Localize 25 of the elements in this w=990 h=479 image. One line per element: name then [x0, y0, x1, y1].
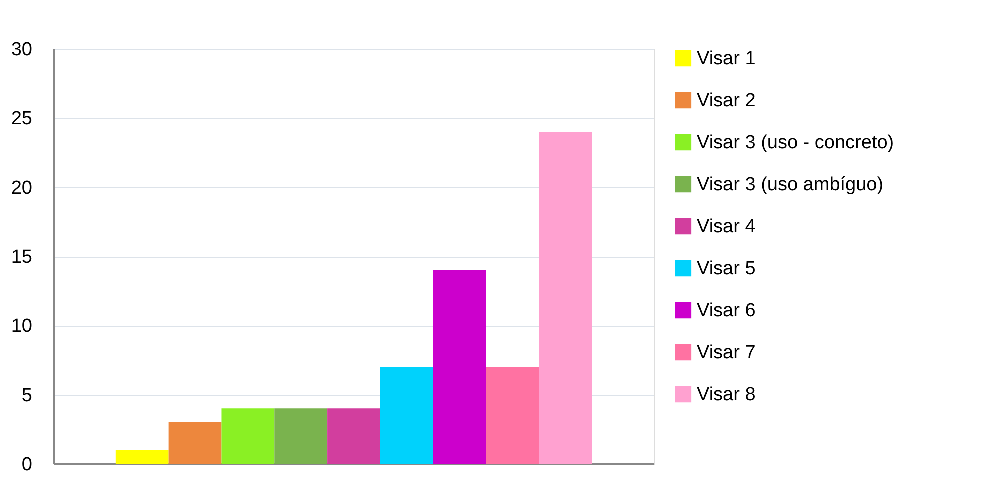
bar [222, 408, 275, 464]
y-tick-label: 25 [11, 108, 32, 130]
legend-label: Visar 4 [697, 216, 756, 238]
bar [539, 132, 592, 464]
y-tick-label: 30 [11, 40, 32, 60]
legend-label: Visar 7 [697, 342, 756, 364]
y-tick-label: 10 [11, 316, 32, 338]
y-tick-label: 0 [22, 454, 32, 476]
y-tick-label: 20 [11, 178, 32, 199]
legend-label: Visar 1 [697, 48, 756, 70]
bar [274, 408, 328, 464]
bar [168, 422, 222, 464]
legend-label: Visar 3 (uso - concreto) [697, 132, 894, 154]
bar [486, 367, 540, 464]
y-tick-label: 15 [11, 247, 32, 268]
bar [328, 408, 380, 464]
bar [380, 367, 434, 464]
legend-label: Visar 6 [697, 300, 756, 322]
bar [116, 450, 169, 464]
legend-label: Visar 3 (uso ambíguo) [697, 174, 884, 196]
y-tick-label: 5 [22, 385, 32, 406]
bar [433, 270, 486, 464]
legend-label: Visar 5 [697, 258, 756, 280]
legend-label: Visar 2 [697, 90, 756, 112]
legend-label: Visar 8 [697, 384, 756, 406]
